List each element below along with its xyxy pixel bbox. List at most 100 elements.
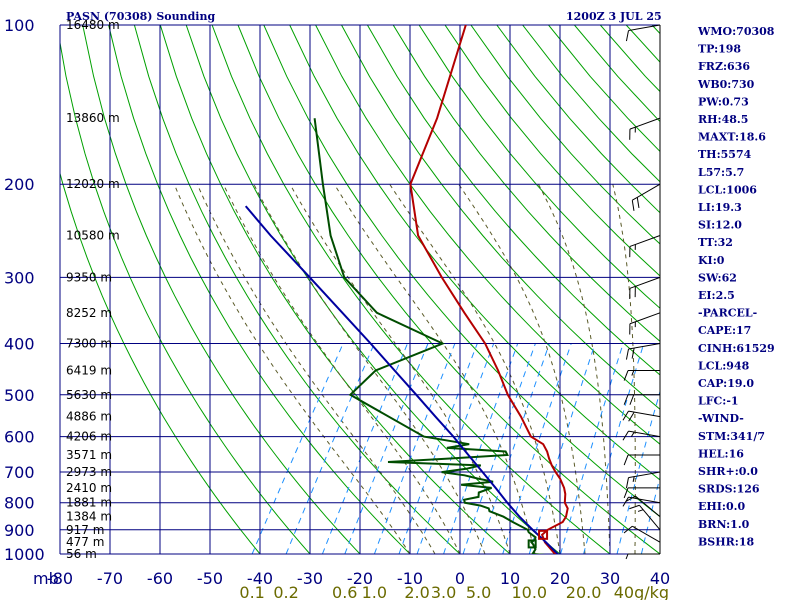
wind-barb-flag bbox=[636, 197, 640, 209]
stat-line: HEL:16 bbox=[698, 447, 744, 460]
dry-adiabat bbox=[444, 25, 660, 277]
temperature-tick-label: -70 bbox=[97, 569, 123, 588]
stat-line: SI:12.0 bbox=[698, 219, 742, 232]
stat-line: CINH:61529 bbox=[698, 342, 775, 355]
stat-line: SRDS:126 bbox=[698, 483, 760, 496]
chart-datetime: 1200Z 3 JUL 25 bbox=[566, 10, 662, 23]
mixing-ratio-tick-label: 20.0 bbox=[566, 583, 602, 600]
temperature-tick-label: 20 bbox=[550, 569, 570, 588]
dry-adiabat bbox=[159, 25, 511, 554]
temperature-tick-label: 40 bbox=[650, 569, 670, 588]
wind-barb-half bbox=[630, 431, 635, 437]
stat-line: TT:32 bbox=[698, 236, 733, 249]
height-label: 8252 m bbox=[66, 306, 112, 320]
wind-barb-flag bbox=[625, 348, 629, 360]
wind-barb bbox=[632, 183, 661, 201]
temperature-tick-label: -30 bbox=[297, 569, 323, 588]
temperature-tick-label: -50 bbox=[197, 569, 223, 588]
wind-barb-flag bbox=[625, 477, 629, 489]
wind-barb-half bbox=[631, 370, 635, 376]
moist-adiabat bbox=[222, 183, 461, 554]
height-label: 3571 m bbox=[66, 448, 112, 462]
wind-barb-flag bbox=[625, 30, 629, 42]
mixing-ratio-line bbox=[321, 343, 408, 554]
stat-line: TH:5574 bbox=[698, 148, 752, 161]
height-label: 7300 m bbox=[66, 336, 112, 350]
temperature-tick-label: -20 bbox=[347, 569, 373, 588]
stat-line: -PARCEL- bbox=[698, 307, 757, 320]
moist-adiabat bbox=[612, 184, 636, 554]
mixing-ratio-tick-label: 0.1 bbox=[239, 583, 264, 600]
wind-barb-half bbox=[637, 509, 644, 512]
stat-line: L57:5.7 bbox=[698, 166, 744, 179]
stat-line: LCL:1006 bbox=[698, 183, 757, 196]
stat-line: SHR+:0.0 bbox=[698, 465, 758, 478]
dry-adiabat bbox=[470, 25, 660, 245]
height-label: 1384 m bbox=[66, 510, 112, 524]
dry-adiabat bbox=[60, 171, 261, 554]
wind-barb-flag bbox=[623, 394, 629, 405]
dry-adiabat bbox=[185, 25, 561, 554]
pressure-tick-label: 100 bbox=[4, 16, 35, 35]
mixing-ratio-line bbox=[285, 343, 375, 554]
dry-adiabat bbox=[315, 25, 660, 445]
mixing-ratio-tick-label: 0.2 bbox=[273, 583, 298, 600]
pressure-tick-label: 600 bbox=[4, 428, 35, 447]
moist-adiabat bbox=[659, 540, 660, 554]
temperature-line bbox=[409, 25, 569, 554]
mixing-ratio-line bbox=[640, 475, 660, 554]
wind-barb-flag bbox=[631, 347, 635, 359]
pressure-tick-label: 400 bbox=[4, 334, 35, 353]
pressure-tick-label: 300 bbox=[4, 268, 35, 287]
moist-adiabat bbox=[537, 183, 611, 554]
dry-adiabat bbox=[60, 40, 311, 554]
height-label: 477 m bbox=[66, 535, 104, 549]
mixing-ratio-tick-label: 1.0 bbox=[362, 583, 387, 600]
wind-barb bbox=[628, 24, 661, 32]
mixing-ratio-tick-label: 40g/kg bbox=[614, 583, 669, 600]
height-label: 16480 m bbox=[66, 18, 120, 32]
stat-line: FRZ:636 bbox=[698, 60, 750, 73]
wind-barb-flag bbox=[628, 411, 635, 422]
mixing-ratio-line bbox=[616, 389, 660, 554]
height-label: 12020 m bbox=[66, 177, 120, 191]
height-label: 5630 m bbox=[66, 388, 112, 402]
temperature-tick-label: 30 bbox=[600, 569, 620, 588]
wind-barb-flag bbox=[623, 487, 629, 499]
stat-line: PW:0.73 bbox=[698, 95, 749, 108]
dry-adiabat bbox=[82, 25, 361, 554]
dry-adiabat bbox=[341, 25, 660, 410]
sounding-profiles bbox=[244, 25, 569, 554]
stat-line: SW:62 bbox=[698, 271, 737, 284]
stat-line: EHI:0.0 bbox=[698, 500, 745, 513]
dry-adiabat bbox=[263, 25, 660, 518]
wind-barb-half bbox=[625, 553, 629, 560]
wind-barb-flag bbox=[622, 410, 629, 421]
height-labels: 16480 m 13860 m 12020 m 10580 m 9350 m 8252 m… bbox=[66, 18, 120, 561]
moist-adiabat bbox=[253, 183, 486, 554]
height-label: 4206 m bbox=[66, 430, 112, 444]
mixing-ratio-tick-label: 3.0 bbox=[431, 583, 456, 600]
parcel-line bbox=[244, 205, 560, 554]
stat-line: RH:48.5 bbox=[698, 113, 748, 126]
stat-line: CAP:19.0 bbox=[698, 377, 754, 390]
dry-adiabat bbox=[237, 25, 660, 554]
wind-barb-flag bbox=[623, 454, 629, 466]
stat-line: BRN:1.0 bbox=[698, 518, 750, 531]
stat-line: BSHR:18 bbox=[698, 535, 754, 548]
dry-adiabat bbox=[392, 25, 660, 342]
wind-barb-flag bbox=[629, 394, 635, 405]
surface-marker bbox=[527, 539, 537, 549]
dewpoint-line bbox=[313, 118, 547, 554]
pressure-tick-label: 900 bbox=[4, 521, 35, 540]
adiabat-lines bbox=[60, 25, 660, 554]
stat-line: CAPE:17 bbox=[698, 324, 751, 337]
pressure-tick-label: 700 bbox=[4, 463, 35, 482]
wind-barb bbox=[629, 117, 661, 130]
stat-line: KI:0 bbox=[698, 254, 725, 267]
mixing-ratio-tick-label: 5.0 bbox=[466, 583, 491, 600]
wind-barb-flag bbox=[631, 200, 635, 211]
height-label: 1881 m bbox=[66, 496, 112, 510]
